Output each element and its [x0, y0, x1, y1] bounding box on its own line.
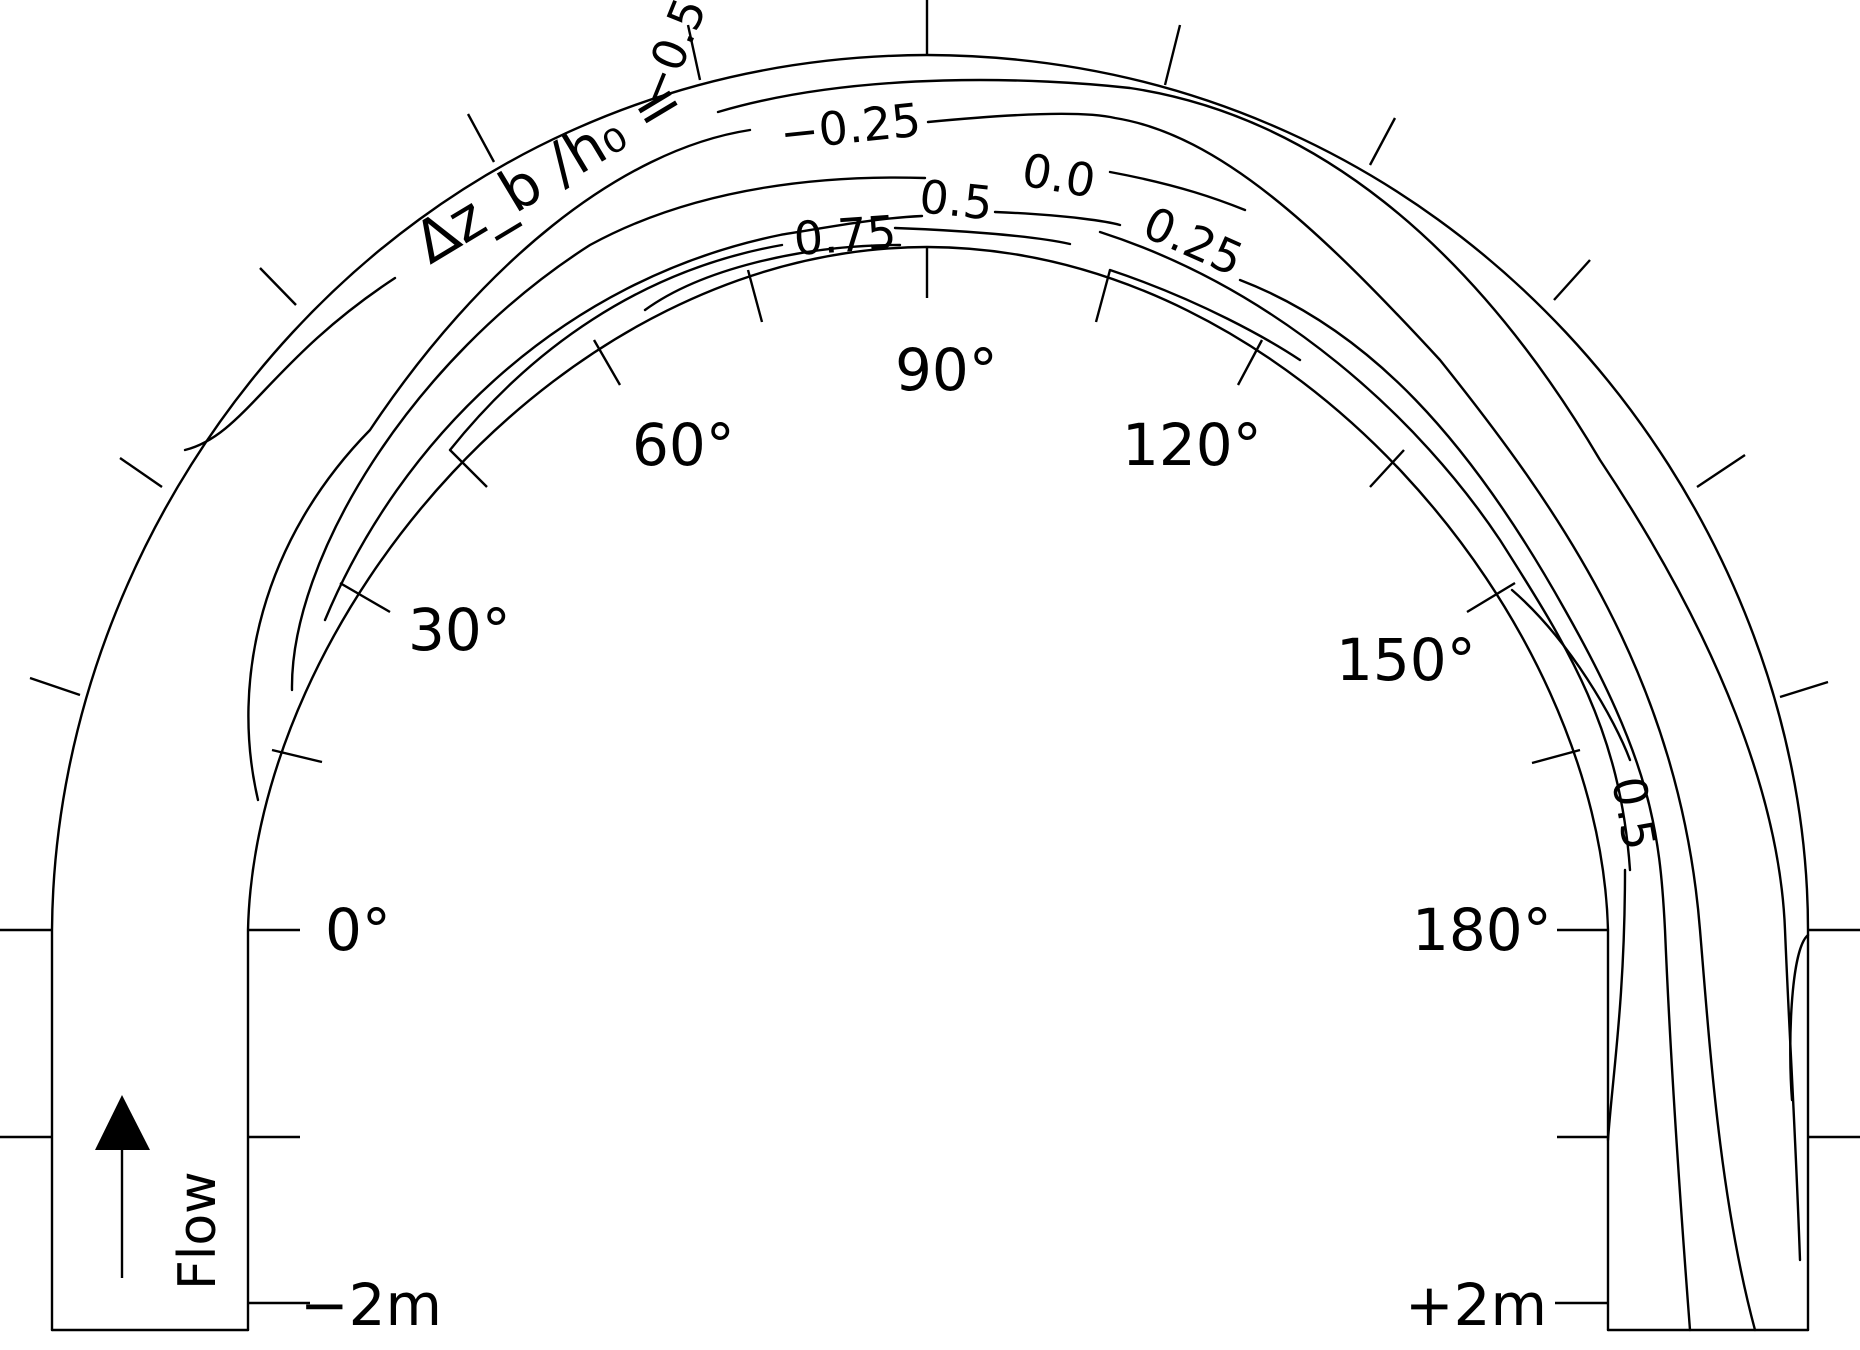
contour-label-neg025: −0.25: [778, 93, 924, 161]
angle-label-120: 120°: [1122, 411, 1262, 479]
outer-angle-ticks: [29, 0, 1829, 699]
angle-label-90: 90°: [895, 336, 998, 404]
contour-label-025: 0.25: [1136, 196, 1252, 287]
flow-arrow-icon: [95, 1095, 150, 1150]
distance-label-left: −2m: [300, 1271, 442, 1339]
angle-label-0: 0°: [325, 896, 391, 964]
contour-line-outlet-inner: [1510, 588, 1632, 762]
contour-label-00: 0.0: [1018, 143, 1099, 209]
contour-line-075: [448, 243, 784, 452]
contour-line-outlet-wall: [1789, 933, 1810, 1102]
inner-bank: [246, 245, 1610, 1332]
bed-contour-lines: [183, 78, 1810, 1332]
contour-line-05-b: [1098, 230, 1632, 872]
contour-line-075-b: [893, 226, 1072, 246]
contour-line-00: [290, 176, 927, 692]
contour-label-05-right: 0.5: [1601, 773, 1667, 854]
distance-label-right: +2m: [1405, 1271, 1547, 1339]
angle-label-30: 30°: [408, 596, 511, 664]
contour-line-025: [1238, 278, 1692, 1332]
inner-angle-ticks: [271, 247, 1581, 765]
flow-indicator: Flow: [95, 1095, 228, 1290]
contour-line-neg05: [183, 276, 397, 452]
angle-label-150: 150°: [1336, 626, 1476, 694]
contour-line-075-d: [1108, 268, 1302, 362]
contour-line-neg025-b: [926, 112, 1757, 1332]
contour-line-neg025: [247, 128, 752, 802]
contour-label-075: 0.75: [792, 205, 898, 266]
flow-label: Flow: [168, 1171, 228, 1290]
contour-line-00-b: [1108, 170, 1247, 212]
contour-line-neg05-b: [716, 78, 1802, 1262]
contour-label-05-top: 0.5: [917, 169, 995, 230]
outer-bank: [50, 53, 1810, 1332]
angle-label-180: 180°: [1412, 896, 1552, 964]
straight-reach-ticks: [0, 928, 1860, 1305]
contour-line-075-c: [643, 243, 902, 312]
contour-line-05-c: [1606, 868, 1627, 1142]
contour-label-neg05: −0.5: [625, 0, 717, 114]
contour-line-05-top-b: [993, 210, 1122, 227]
angle-label-60: 60°: [632, 411, 735, 479]
contour-line-05-top: [323, 214, 924, 622]
